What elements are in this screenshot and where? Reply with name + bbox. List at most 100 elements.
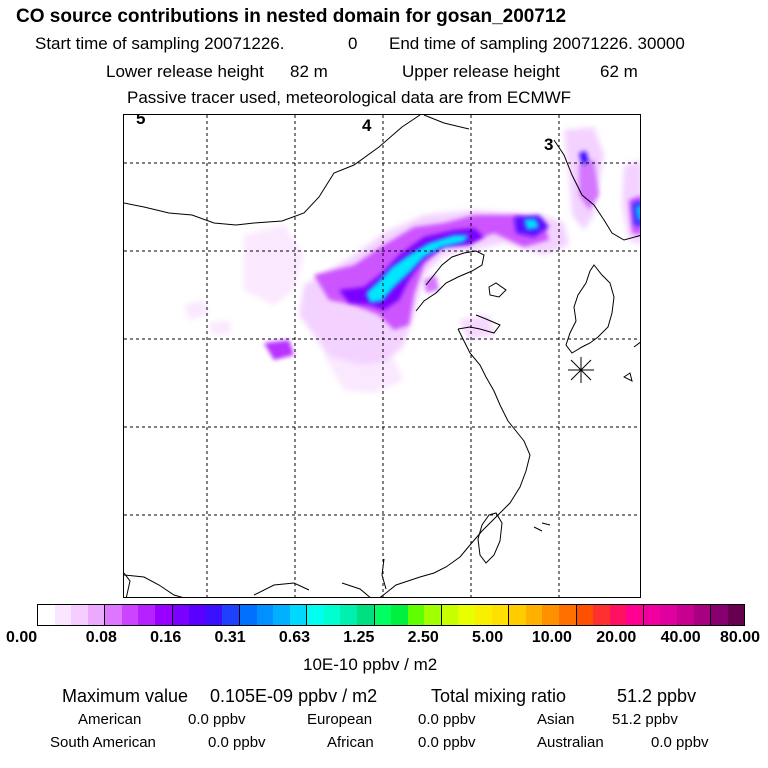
color-scale-tick-label: 40.00 [660,629,701,646]
color-swatch [643,605,661,625]
coast-shandong [457,314,501,334]
max-value-label: Maximum value [62,686,189,706]
color-scale-tick-label: 80.00 [719,629,760,646]
coast-liaodong [488,282,507,298]
coast-taiwan [477,512,503,564]
start-time-label: Start time of sampling 20071226. [35,34,285,53]
color-swatch [189,605,206,625]
region-value-european: 0.0 ppbv [418,711,476,728]
color-swatch [239,605,257,625]
color-swatch [172,605,190,625]
color-scale-tick-label: 10.00 [531,629,572,646]
color-scale-tick-label: 0.08 [85,629,117,646]
color-swatch [121,605,139,625]
start-time-value: 0 [348,34,358,53]
color-scale-tick-label: 1.25 [343,629,375,646]
trajectory-label-5: 5 [136,115,145,128]
max-value: 0.105E-09 ppbv / m2 [210,686,378,706]
coast-islands [623,372,633,382]
trajectory-label-4: 4 [362,116,372,135]
coastlines [124,115,640,597]
lower-release-value: 82 m [290,62,328,81]
color-scale-tick-label: 5.00 [471,629,504,646]
coast-korea [565,264,615,354]
receptor-star-icon [568,357,594,383]
total-mixing-value: 51.2 ppbv [617,686,697,706]
color-scale-tick-label: 20.00 [596,629,637,646]
color-swatch [542,605,559,625]
color-swatch [693,605,712,625]
color-scale-tick-label: 0.16 [150,629,182,646]
coast-bohai [415,250,485,312]
region-name-south-american: South American [50,734,156,751]
color-swatch [256,605,274,625]
color-swatch [307,605,324,625]
border-north [423,115,470,130]
plume-peak [366,205,640,303]
region-name-australian: Australian [537,734,604,751]
color-scale-bar [37,604,745,626]
lower-release-label: Lower release height [106,62,264,81]
color-swatch [340,605,357,625]
color-swatch [626,605,644,625]
region-value-australian: 0.0 ppbv [651,734,709,751]
region-name-asian: Asian [537,711,575,728]
coast-east-china [379,328,531,597]
color-swatch [273,605,290,625]
color-swatch [424,605,442,625]
tracer-note: Passive tracer used, meteorological data… [127,88,572,107]
region-value-asian: 51.2 ppbv [612,711,678,728]
color-swatch [407,605,425,625]
color-swatch [609,605,627,625]
region-value-american: 0.0 ppbv [188,711,246,728]
region-value-south-american: 0.0 ppbv [208,734,266,751]
lat-lon-grid [124,115,640,597]
region-value-african: 0.0 ppbv [418,734,476,751]
color-swatch [38,605,55,625]
coast-south-3 [341,582,371,597]
color-scale-tick-label: 0.63 [278,629,311,646]
border-west [124,572,131,597]
color-swatch [205,605,223,625]
upper-release-label: Upper release height [402,62,560,81]
coast-south [124,574,183,597]
coast-ryukyu [533,526,543,532]
color-swatch [458,605,476,625]
color-swatch [155,605,173,625]
color-scale-tick-label: 2.50 [407,629,439,646]
color-swatch [54,605,72,625]
color-swatch [105,605,122,625]
color-swatch [289,605,308,625]
coast-japan [633,341,640,348]
upper-release-value: 62 m [600,62,638,81]
color-swatch [356,605,375,625]
color-swatch [660,605,677,625]
color-scale-tick-label: 0.31 [214,629,246,646]
color-swatch [711,605,728,625]
color-swatch [727,605,745,625]
map-canvas: 5 4 3 [124,115,640,597]
trajectory-label-3: 3 [544,135,553,154]
coast-ryukyu-2 [541,522,551,526]
color-swatch [391,605,408,625]
color-swatch [576,605,594,625]
color-scale-tick-label: 0.00 [6,629,38,646]
coast-south-2 [253,582,310,596]
color-swatch [525,605,543,625]
region-name-african: African [327,734,374,751]
plot-title: CO source contributions in nested domain… [16,6,567,27]
border-mongolia [124,115,421,226]
border-korea-china [553,139,640,241]
end-time-label: End time of sampling 20071226. 30000 [389,34,685,53]
color-swatch [441,605,459,625]
region-name-european: European [307,711,373,728]
region-name-american: American [78,711,142,728]
color-swatch [323,605,341,625]
color-swatch [491,605,510,625]
color-swatch [374,605,392,625]
color-swatch [87,605,106,625]
color-swatch [676,605,694,625]
total-mixing-label: Total mixing ratio [431,686,567,706]
color-swatch [138,605,156,625]
color-swatch [509,605,526,625]
